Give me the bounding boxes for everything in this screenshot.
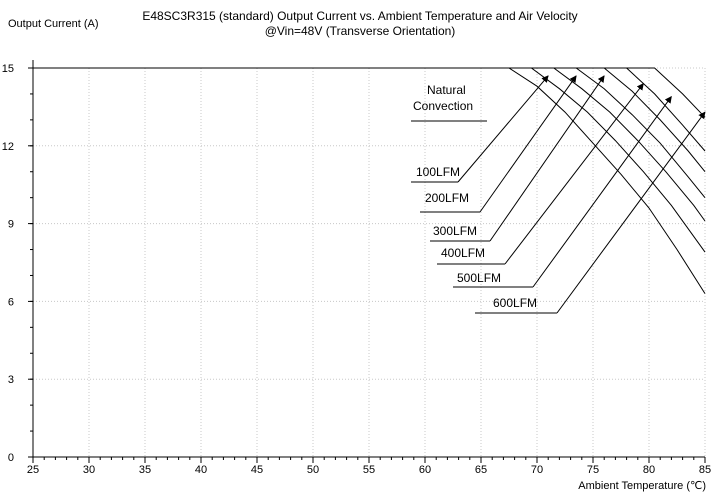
annotation-arrow: [532, 95, 672, 288]
annotation-label: 100LFM: [416, 165, 460, 179]
series-line-300lfm: [33, 67, 706, 199]
annotation-label: Natural: [427, 83, 466, 97]
grid: [33, 67, 706, 457]
x-tick-label: 85: [699, 464, 711, 476]
x-tick-label: 75: [587, 464, 599, 476]
annotation-label: 400LFM: [441, 246, 485, 260]
y-tick-labels: 0 3 6 9 12 15: [2, 63, 14, 464]
x-tick-label: 65: [475, 464, 487, 476]
series-line-100lfm: [33, 67, 706, 253]
annotation-arrow: [556, 111, 706, 314]
x-axis-label: Ambient Temperature (℃): [578, 480, 706, 492]
y-tick-label: 3: [8, 374, 14, 386]
axes: [32, 60, 705, 458]
chart-title: E48SC3R315 (standard) Output Current vs.…: [142, 9, 577, 23]
annotation-arrow: [489, 75, 605, 242]
series-line-natural-convection: [33, 67, 706, 294]
annotation-label: Convection: [413, 99, 473, 113]
x-tick-label: 40: [195, 464, 207, 476]
annotations: Natural Convection 100LFM 200LFM 300LFM 400LF…: [411, 75, 706, 314]
annotation-label: 200LFM: [425, 191, 469, 205]
annotation-arrow: [479, 75, 577, 213]
x-tick-label: 35: [139, 464, 151, 476]
x-tick-label: 55: [363, 464, 375, 476]
y-tick-label: 0: [8, 452, 14, 464]
x-tick-label: 45: [251, 464, 263, 476]
annotation-label: 300LFM: [433, 224, 477, 238]
series-line-600lfm: [33, 67, 706, 118]
y-tick-label: 6: [8, 296, 14, 308]
y-tick-label: 9: [8, 219, 14, 231]
annotation-label: 500LFM: [457, 271, 501, 285]
series-line-200lfm: [33, 67, 706, 222]
x-tick-label: 60: [419, 464, 431, 476]
y-tick-label: 15: [2, 63, 14, 75]
x-tick-label: 70: [531, 464, 543, 476]
x-tick-label: 25: [27, 464, 39, 476]
x-tick-labels: 25 30 35 40 45 50 55 60 65 70 75 80 85: [27, 464, 711, 476]
y-axis-label: Output Current (A): [8, 18, 98, 30]
annotation-arrow: [504, 83, 644, 265]
annotation-arrow: [457, 75, 549, 183]
annotation-label: 600LFM: [493, 296, 537, 310]
y-tick-label: 12: [2, 141, 14, 153]
x-tick-label: 80: [643, 464, 655, 476]
minor-ticks: [28, 67, 706, 463]
x-tick-label: 50: [307, 464, 319, 476]
x-tick-label: 30: [83, 464, 95, 476]
series-layer: [33, 67, 706, 294]
chart-subtitle: @Vin=48V (Transverse Orientation): [265, 24, 456, 38]
